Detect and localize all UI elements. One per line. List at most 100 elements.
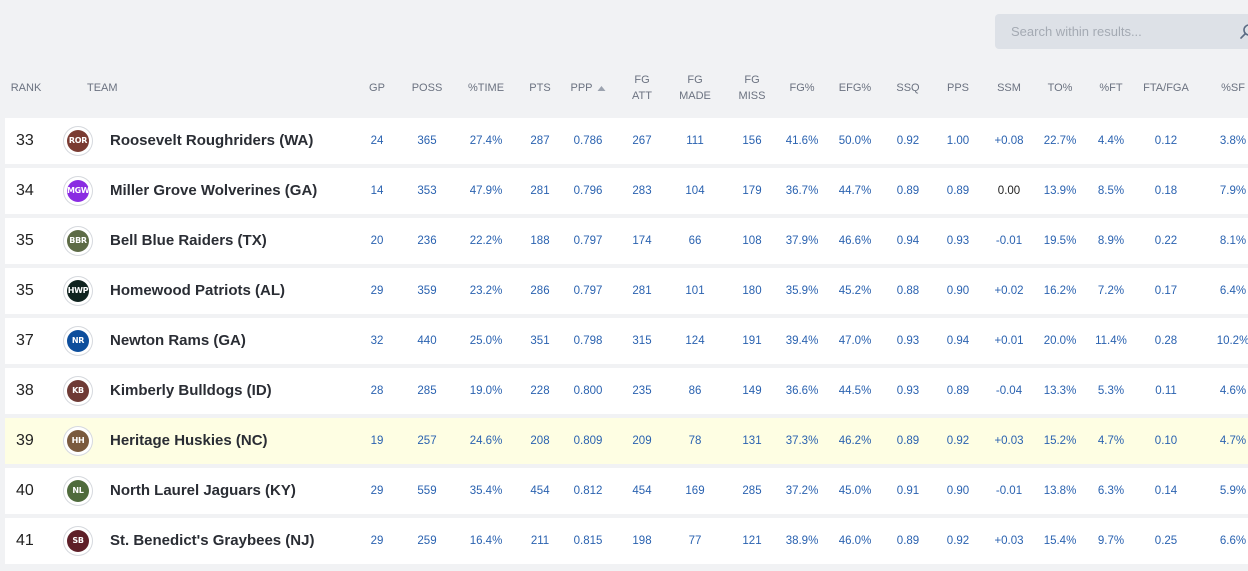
cell-ssm: +0.03 bbox=[994, 435, 1024, 447]
column-header-label: FG ATT bbox=[632, 74, 652, 102]
team-name-link[interactable]: Kimberly Bulldogs (ID) bbox=[110, 382, 272, 399]
table-row[interactable]: 39 HH Heritage Huskies (NC) 19 257 24.6% 208 0.… bbox=[5, 418, 1248, 464]
cell-ssm: +0.03 bbox=[994, 535, 1024, 547]
cell-ftafga: 0.28 bbox=[1154, 335, 1178, 347]
column-header-fgmiss[interactable]: FG MISS bbox=[739, 68, 766, 108]
cell-sf: 6.6% bbox=[1219, 535, 1247, 547]
search-box[interactable] bbox=[995, 14, 1248, 49]
table-row[interactable]: 33 ROR Roosevelt Roughriders (WA) 24 365 27.4… bbox=[5, 118, 1248, 164]
cell-to: 15.2% bbox=[1043, 435, 1077, 447]
rank-value: 38 bbox=[16, 382, 34, 399]
column-header-ssm[interactable]: SSM bbox=[997, 68, 1021, 108]
team-logo-initials: KB bbox=[67, 380, 89, 402]
cell-efg: 45.2% bbox=[838, 285, 872, 297]
cell-ppp: 0.796 bbox=[573, 185, 603, 197]
team-logo[interactable]: BBR bbox=[63, 226, 93, 256]
column-header-label: RANK bbox=[10, 82, 42, 94]
table-row[interactable]: 37 NR Newton Rams (GA) 32 440 25.0% 351 0.798 31… bbox=[5, 318, 1248, 364]
table-row[interactable]: 38 KB Kimberly Bulldogs (ID) 28 285 19.0% 228 0… bbox=[5, 368, 1248, 414]
cell-pps: 0.92 bbox=[946, 535, 970, 547]
cell-fgpct: 39.4% bbox=[785, 335, 819, 347]
team-name-link[interactable]: Miller Grove Wolverines (GA) bbox=[110, 182, 318, 199]
cell-poss: 365 bbox=[417, 135, 437, 147]
column-header-fgmade[interactable]: FG MADE bbox=[679, 68, 711, 108]
column-header-ppp[interactable]: PPP bbox=[570, 68, 606, 108]
column-header-pts[interactable]: PTS bbox=[529, 68, 550, 108]
column-header-team[interactable]: TEAM bbox=[87, 68, 118, 108]
team-name-link[interactable]: Heritage Huskies (NC) bbox=[110, 432, 268, 449]
cell-ppp: 0.797 bbox=[573, 235, 603, 247]
column-header-gp[interactable]: GP bbox=[369, 68, 385, 108]
cell-fgmiss: 131 bbox=[742, 435, 762, 447]
column-header-sf[interactable]: %SF bbox=[1221, 68, 1245, 108]
column-header-time[interactable]: %TIME bbox=[468, 68, 504, 108]
team-name-link[interactable]: Roosevelt Roughriders (WA) bbox=[110, 132, 314, 149]
rank-value: 41 bbox=[16, 532, 34, 549]
cell-fgatt: 315 bbox=[632, 335, 652, 347]
table-row[interactable]: 40 NL North Laurel Jaguars (KY) 29 559 35.4% 4… bbox=[5, 468, 1248, 514]
cell-to: 19.5% bbox=[1043, 235, 1077, 247]
column-header-rank[interactable]: RANK bbox=[11, 68, 42, 108]
team-logo-initials: NL bbox=[67, 480, 89, 502]
cell-gp: 29 bbox=[370, 285, 384, 297]
cell-to: 13.3% bbox=[1043, 385, 1077, 397]
team-name-link[interactable]: Bell Blue Raiders (TX) bbox=[110, 232, 267, 249]
column-header-ftafga[interactable]: FTA/FGA bbox=[1143, 68, 1189, 108]
team-logo[interactable]: ROR bbox=[63, 126, 93, 156]
cell-ft: 7.2% bbox=[1097, 285, 1125, 297]
column-header-to[interactable]: TO% bbox=[1048, 68, 1073, 108]
cell-ftafga: 0.10 bbox=[1154, 435, 1178, 447]
cell-pts: 281 bbox=[530, 185, 550, 197]
table-row[interactable]: 41 SB St. Benedict's Graybees (NJ) 29 259 16.… bbox=[5, 518, 1248, 564]
cell-pts: 286 bbox=[530, 285, 550, 297]
cell-to: 20.0% bbox=[1043, 335, 1077, 347]
cell-to: 16.2% bbox=[1043, 285, 1077, 297]
cell-fgatt: 174 bbox=[632, 235, 652, 247]
cell-ft: 9.7% bbox=[1097, 535, 1125, 547]
team-logo-initials: MGW bbox=[67, 180, 90, 202]
search-input[interactable] bbox=[995, 14, 1235, 49]
cell-ssq: 0.89 bbox=[896, 535, 920, 547]
cell-ppp: 0.786 bbox=[573, 135, 603, 147]
team-logo[interactable]: SB bbox=[63, 526, 93, 556]
table-row[interactable]: 34 MGW Miller Grove Wolverines (GA) 14 353 47… bbox=[5, 168, 1248, 214]
cell-pps: 0.93 bbox=[946, 235, 970, 247]
column-header-pps[interactable]: PPS bbox=[947, 68, 969, 108]
team-logo[interactable]: NL bbox=[63, 476, 93, 506]
cell-time: 16.4% bbox=[469, 535, 503, 547]
cell-ssq: 0.92 bbox=[896, 135, 920, 147]
team-name-link[interactable]: Newton Rams (GA) bbox=[110, 332, 246, 349]
team-name-link[interactable]: North Laurel Jaguars (KY) bbox=[110, 482, 296, 499]
cell-fgmade: 86 bbox=[688, 385, 702, 397]
column-header-fgatt[interactable]: FG ATT bbox=[632, 68, 652, 108]
cell-to: 15.4% bbox=[1043, 535, 1077, 547]
cell-fgatt: 235 bbox=[632, 385, 652, 397]
cell-gp: 24 bbox=[370, 135, 384, 147]
team-logo[interactable]: KB bbox=[63, 376, 93, 406]
team-logo[interactable]: NR bbox=[63, 326, 93, 356]
cell-fgmade: 77 bbox=[688, 535, 702, 547]
cell-fgatt: 454 bbox=[632, 485, 652, 497]
cell-fgmiss: 108 bbox=[742, 235, 762, 247]
team-logo[interactable]: MGW bbox=[63, 176, 93, 206]
column-header-fgpct[interactable]: FG% bbox=[789, 68, 814, 108]
team-name-link[interactable]: St. Benedict's Graybees (NJ) bbox=[110, 532, 315, 549]
table-row[interactable]: 35 BBR Bell Blue Raiders (TX) 20 236 22.2% 188… bbox=[5, 218, 1248, 264]
cell-efg: 44.7% bbox=[838, 185, 872, 197]
cell-fgatt: 209 bbox=[632, 435, 652, 447]
column-header-ssq[interactable]: SSQ bbox=[896, 68, 919, 108]
cell-pts: 208 bbox=[530, 435, 550, 447]
team-logo-initials: BBR bbox=[67, 230, 89, 252]
column-header-efg[interactable]: EFG% bbox=[839, 68, 871, 108]
team-name-link[interactable]: Homewood Patriots (AL) bbox=[110, 282, 285, 299]
table-row[interactable]: 35 HWP Homewood Patriots (AL) 29 359 23.2% 286… bbox=[5, 268, 1248, 314]
cell-ppp: 0.797 bbox=[573, 285, 603, 297]
team-logo[interactable]: HH bbox=[63, 426, 93, 456]
cell-gp: 29 bbox=[370, 535, 384, 547]
search-icon[interactable] bbox=[1239, 23, 1248, 41]
column-header-poss[interactable]: POSS bbox=[412, 68, 443, 108]
cell-fgatt: 281 bbox=[632, 285, 652, 297]
column-header-label: FG% bbox=[789, 82, 815, 94]
column-header-ft[interactable]: %FT bbox=[1099, 68, 1122, 108]
team-logo[interactable]: HWP bbox=[63, 276, 93, 306]
